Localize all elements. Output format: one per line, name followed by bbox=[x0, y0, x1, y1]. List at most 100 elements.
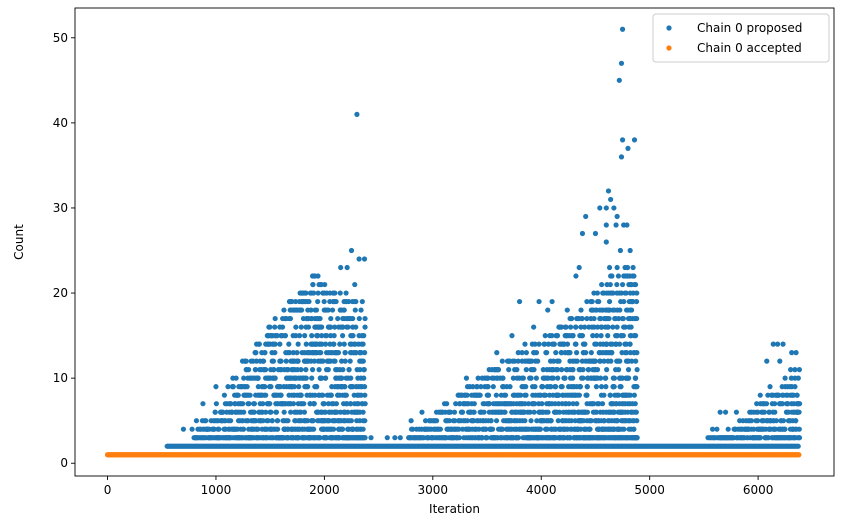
proposed-point bbox=[507, 384, 513, 390]
proposed-point bbox=[352, 281, 358, 288]
proposed-point bbox=[310, 281, 316, 288]
proposed-point bbox=[464, 418, 470, 424]
proposed-point bbox=[744, 435, 750, 441]
proposed-point bbox=[328, 392, 334, 398]
proposed-point bbox=[634, 350, 640, 356]
proposed-point bbox=[555, 401, 562, 407]
proposed-point bbox=[577, 384, 583, 390]
proposed-point bbox=[340, 367, 346, 373]
proposed-point bbox=[342, 384, 348, 390]
proposed-point bbox=[298, 409, 304, 415]
proposed-point bbox=[607, 392, 613, 398]
proposed-point bbox=[615, 315, 622, 322]
proposed-point bbox=[347, 401, 354, 407]
proposed-point bbox=[578, 426, 584, 432]
proposed-point bbox=[615, 367, 622, 373]
proposed-point bbox=[614, 213, 620, 220]
proposed-point bbox=[315, 273, 321, 279]
proposed-point bbox=[303, 375, 309, 381]
proposed-point bbox=[570, 367, 576, 373]
proposed-point bbox=[360, 358, 366, 364]
proposed-point bbox=[551, 358, 557, 364]
proposed-point bbox=[601, 358, 607, 364]
proposed-point bbox=[773, 418, 779, 424]
proposed-point bbox=[293, 333, 299, 339]
proposed-point bbox=[309, 333, 315, 339]
proposed-point bbox=[361, 367, 367, 373]
proposed-point bbox=[360, 426, 366, 432]
proposed-point bbox=[614, 418, 621, 424]
proposed-point bbox=[247, 392, 253, 398]
proposed-point bbox=[325, 367, 331, 373]
proposed-point bbox=[596, 298, 602, 305]
proposed-point bbox=[590, 307, 596, 313]
proposed-point bbox=[780, 341, 786, 347]
proposed-point bbox=[775, 341, 781, 347]
proposed-point bbox=[419, 409, 425, 415]
proposed-point bbox=[606, 307, 612, 313]
proposed-point bbox=[356, 256, 362, 262]
proposed-point bbox=[614, 333, 620, 339]
proposed-point bbox=[296, 333, 303, 339]
proposed-point bbox=[256, 341, 262, 347]
proposed-point bbox=[333, 401, 340, 407]
proposed-point bbox=[625, 145, 631, 151]
proposed-point bbox=[263, 409, 269, 415]
x-tick-label: 5000 bbox=[634, 483, 665, 497]
proposed-point bbox=[576, 392, 583, 398]
proposed-point bbox=[588, 350, 594, 356]
proposed-point bbox=[263, 392, 269, 398]
proposed-point bbox=[536, 298, 542, 305]
proposed-point bbox=[601, 418, 607, 424]
proposed-point bbox=[568, 418, 574, 424]
proposed-point bbox=[555, 418, 561, 424]
proposed-point bbox=[611, 375, 618, 381]
proposed-point bbox=[523, 367, 529, 373]
proposed-point bbox=[320, 392, 326, 398]
proposed-point bbox=[509, 333, 515, 339]
proposed-point bbox=[627, 341, 633, 347]
proposed-point bbox=[288, 409, 294, 415]
proposed-point bbox=[631, 392, 637, 398]
proposed-point bbox=[554, 333, 561, 339]
proposed-point bbox=[598, 384, 605, 390]
proposed-point bbox=[608, 196, 614, 203]
proposed-point bbox=[302, 358, 308, 364]
proposed-point bbox=[278, 333, 284, 339]
proposed-point bbox=[611, 384, 617, 390]
proposed-point bbox=[632, 375, 639, 381]
proposed-point bbox=[585, 367, 591, 373]
proposed-point bbox=[588, 418, 594, 424]
proposed-point bbox=[599, 401, 606, 407]
proposed-point bbox=[291, 384, 297, 390]
proposed-point bbox=[605, 324, 611, 330]
proposed-point bbox=[193, 418, 200, 424]
proposed-point bbox=[432, 426, 438, 432]
proposed-point bbox=[281, 307, 287, 313]
proposed-point bbox=[519, 350, 525, 356]
proposed-point bbox=[304, 384, 310, 390]
proposed-point bbox=[477, 392, 483, 398]
proposed-point bbox=[362, 350, 368, 356]
proposed-point bbox=[591, 401, 597, 407]
proposed-point bbox=[295, 435, 301, 441]
proposed-point bbox=[539, 401, 545, 407]
proposed-point bbox=[489, 426, 496, 432]
proposed-point bbox=[607, 281, 613, 288]
proposed-point bbox=[619, 137, 626, 143]
proposed-point bbox=[213, 401, 219, 407]
proposed-point bbox=[511, 358, 518, 364]
proposed-point bbox=[314, 333, 321, 339]
proposed-point bbox=[282, 333, 289, 339]
proposed-point bbox=[733, 409, 740, 415]
proposed-point bbox=[303, 367, 309, 373]
proposed-point bbox=[456, 435, 463, 441]
proposed-point bbox=[293, 324, 299, 330]
proposed-point bbox=[333, 298, 339, 305]
proposed-point bbox=[591, 315, 597, 322]
proposed-point bbox=[309, 375, 315, 381]
proposed-point bbox=[286, 350, 293, 356]
proposed-point bbox=[260, 401, 266, 407]
proposed-point bbox=[523, 392, 529, 398]
